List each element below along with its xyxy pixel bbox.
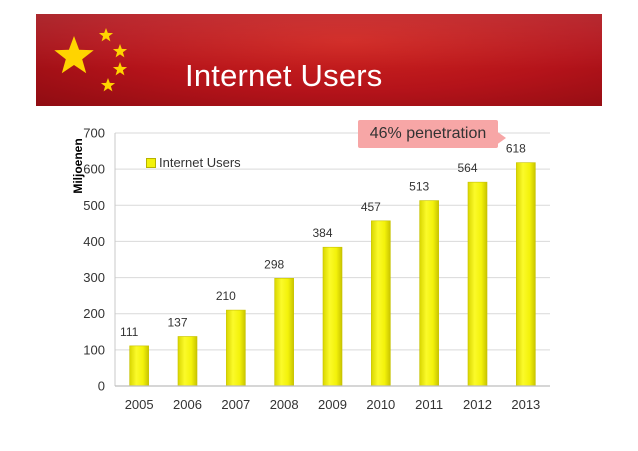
flag-stars-icon [54, 28, 128, 92]
x-tick-label: 2010 [366, 397, 395, 412]
x-tick-label: 2006 [173, 397, 202, 412]
small-star-icon [112, 44, 128, 58]
y-tick-label: 200 [83, 306, 105, 321]
bar-2009 [322, 246, 343, 387]
axes: 0 100 200 300 400 500 600 700 2005 2006 2007 2008 20… [83, 126, 550, 412]
data-label: 210 [216, 289, 236, 303]
bars [129, 162, 536, 387]
x-tick-label: 2009 [318, 397, 347, 412]
small-star-icon [112, 62, 128, 76]
data-label: 618 [506, 142, 526, 156]
x-tick-label: 2008 [270, 397, 299, 412]
data-label: 137 [167, 315, 187, 329]
callout-text: 46% penetration [369, 125, 487, 142]
small-star-icon [100, 78, 116, 92]
bar-2011 [419, 200, 439, 387]
data-label: 384 [312, 226, 332, 240]
page-title: Internet Users [185, 58, 383, 93]
y-tick-label: 500 [83, 198, 105, 213]
data-label: 298 [264, 257, 284, 271]
banner-glow [36, 14, 602, 106]
legend: Internet Users [146, 155, 241, 170]
title-banner: Internet Users [36, 14, 602, 106]
legend-swatch [146, 157, 156, 168]
data-label: 513 [409, 180, 429, 194]
bar-2013 [516, 162, 536, 387]
data-label: 111 [120, 325, 139, 339]
y-axis-label: Miljoenen [71, 138, 85, 193]
x-tick-label: 2012 [463, 397, 492, 412]
bar-2012 [467, 181, 488, 387]
y-tick-label: 400 [83, 234, 105, 249]
x-tick-label: 2007 [221, 397, 250, 412]
callout-box [358, 120, 498, 148]
callout-tail [492, 128, 506, 148]
bar-2006 [177, 336, 198, 387]
penetration-callout: 46% penetration [358, 120, 506, 148]
bar-2010 [371, 220, 391, 387]
small-star-icon [98, 28, 114, 42]
y-tick-label: 300 [83, 270, 105, 285]
x-tick-label: 2013 [511, 397, 540, 412]
x-tick-label: 2005 [125, 397, 154, 412]
y-tick-label: 700 [83, 126, 105, 141]
y-tick-label: 600 [83, 162, 105, 177]
bar-2007 [226, 309, 246, 387]
data-label: 457 [361, 200, 381, 214]
large-star-icon [54, 36, 94, 74]
bar-2005 [129, 345, 149, 387]
y-tick-label: 100 [83, 342, 105, 357]
data-labels: 111 137 210 298 384 457 513 564 618 [120, 142, 526, 339]
data-label: 564 [457, 161, 477, 175]
bar-2008 [274, 277, 294, 387]
x-tick-label: 2011 [415, 397, 443, 412]
legend-label: Internet Users [159, 155, 241, 170]
y-tick-label: 0 [98, 379, 105, 394]
